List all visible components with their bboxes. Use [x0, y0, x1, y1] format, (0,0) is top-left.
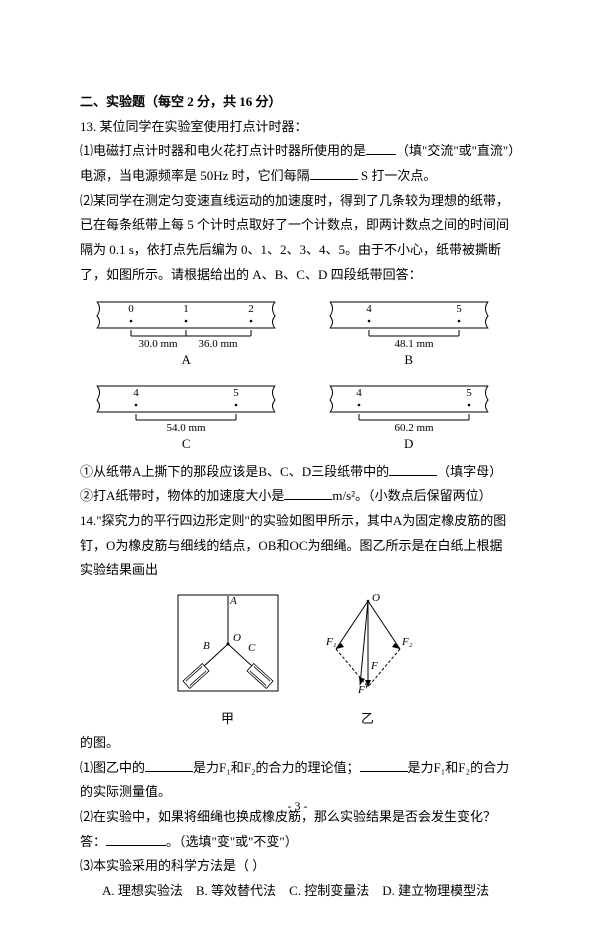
blank-theory[interactable]: [145, 758, 193, 772]
opt-C[interactable]: C. 控制变量法: [289, 883, 369, 898]
q14-options: A. 理想实验法 B. 等效替代法 C. 控制变量法 D. 建立物理模型法: [80, 879, 515, 904]
tape-diagrams: 0 1 2 30.0 mm 36.0 mm A 4 5: [90, 296, 505, 452]
svg-text:5: 5: [466, 387, 472, 399]
q13-p3: ①从纸带A上撕下的那段应该是B、C、D三段纸带中的 （填字母）: [80, 460, 515, 485]
q13-p4: ②打A纸带时，物体的加速度大小是 m/s²。（小数点后保留两位）: [80, 484, 515, 509]
tape-D: 4 5 60.2 mm D: [313, 380, 506, 452]
svg-text:60.2 mm: 60.2 mm: [394, 422, 434, 434]
svg-text:4: 4: [356, 387, 362, 399]
opt-B[interactable]: B. 等效替代法: [196, 883, 276, 898]
svg-text:1: 1: [184, 303, 190, 315]
fig-yi-label: 乙: [308, 708, 428, 727]
tape-D-label: D: [313, 436, 506, 452]
q14-p2-b: 。（选填"变"或"不变"）: [166, 834, 298, 849]
tape-C-label: C: [90, 436, 283, 452]
opt-D[interactable]: D. 建立物理模型法: [382, 883, 489, 898]
svg-text:F′: F′: [357, 684, 368, 696]
q14-intro: 14."探究力的平行四边形定则"的实验如图甲所示，其中A为固定橡皮筋的图钉，O为…: [80, 509, 515, 583]
q14-p1-b: 是力F₁和F₂的合力的理论值；: [193, 760, 360, 775]
q13-p3-a: ①从纸带A上撕下的那段应该是B、C、D三段纸带中的: [80, 464, 389, 479]
fig-jia-label: 甲: [168, 708, 288, 727]
svg-text:4: 4: [134, 387, 140, 399]
q13-p4-b: m/s²。（小数点后保留两位）: [332, 488, 491, 503]
q14-p3: ⑶本实验采用的科学方法是（ ）: [80, 854, 515, 879]
blank-accel[interactable]: [284, 486, 332, 500]
blank-power-type[interactable]: [366, 141, 396, 155]
svg-text:C: C: [248, 642, 256, 654]
svg-text:0: 0: [129, 303, 135, 315]
blank-tape-letter[interactable]: [389, 462, 437, 476]
fig-yi: O F₁ F₂ F F′ 乙: [308, 589, 428, 727]
tape-A: 0 1 2 30.0 mm 36.0 mm A: [90, 296, 283, 368]
svg-text:54.0 mm: 54.0 mm: [167, 422, 207, 434]
q13-p3-b: （填字母）: [437, 464, 502, 479]
tape-B: 4 5 48.1 mm B: [313, 296, 506, 368]
blank-measured[interactable]: [360, 758, 408, 772]
svg-text:O: O: [372, 592, 380, 604]
svg-text:4: 4: [366, 303, 372, 315]
blank-change[interactable]: [106, 832, 166, 846]
svg-text:48.1 mm: 48.1 mm: [394, 338, 434, 350]
q14-figures: A O B C 甲: [80, 589, 515, 727]
svg-text:F₁: F₁: [325, 636, 337, 648]
fig-jia: A O B C 甲: [168, 589, 288, 727]
tape-A-label: A: [90, 352, 283, 368]
svg-text:F₂: F₂: [401, 636, 413, 648]
svg-text:O: O: [233, 632, 241, 644]
section-title: 二、实验题（每空 2 分，共 16 分）: [80, 90, 515, 115]
q14-sub-prefix: 的图。: [80, 731, 515, 756]
q13-p1-post: S 打一次点。: [361, 168, 436, 183]
tape-C: 4 5 54.0 mm C: [90, 380, 283, 452]
tape-B-label: B: [313, 352, 506, 368]
opt-A[interactable]: A. 理想实验法: [102, 883, 183, 898]
q13-p1-pre: ⑴电磁打点计时器和电火花打点计时器所使用的是: [80, 143, 366, 158]
svg-text:F: F: [370, 660, 378, 672]
q13-intro: 13. 某位同学在实验室使用打点计时器：: [80, 115, 515, 140]
q13-p1: ⑴电磁打点计时器和电火花打点计时器所使用的是（填"交流"或"直流"）电源，当电源…: [80, 139, 515, 188]
q14-p1-a: ⑴图乙中的: [80, 760, 145, 775]
q14-p1: ⑴图乙中的是力F₁和F₂的合力的理论值；是力F₁和F₂的合力的实际测量值。: [80, 756, 515, 805]
svg-text:A: A: [229, 595, 237, 607]
q13-p4-a: ②打A纸带时，物体的加速度大小是: [80, 488, 284, 503]
q13-p2: ⑵某同学在测定匀变速直线运动的加速度时，得到了几条较为理想的纸带，已在每条纸带上…: [80, 189, 515, 288]
svg-text:30.0 mm: 30.0 mm: [139, 338, 179, 350]
svg-text:B: B: [203, 640, 210, 652]
svg-text:36.0 mm: 36.0 mm: [199, 338, 239, 350]
page-number: - 3 -: [0, 799, 595, 814]
blank-interval[interactable]: [310, 166, 358, 180]
svg-text:5: 5: [456, 303, 462, 315]
svg-text:2: 2: [249, 303, 255, 315]
svg-text:5: 5: [234, 387, 240, 399]
